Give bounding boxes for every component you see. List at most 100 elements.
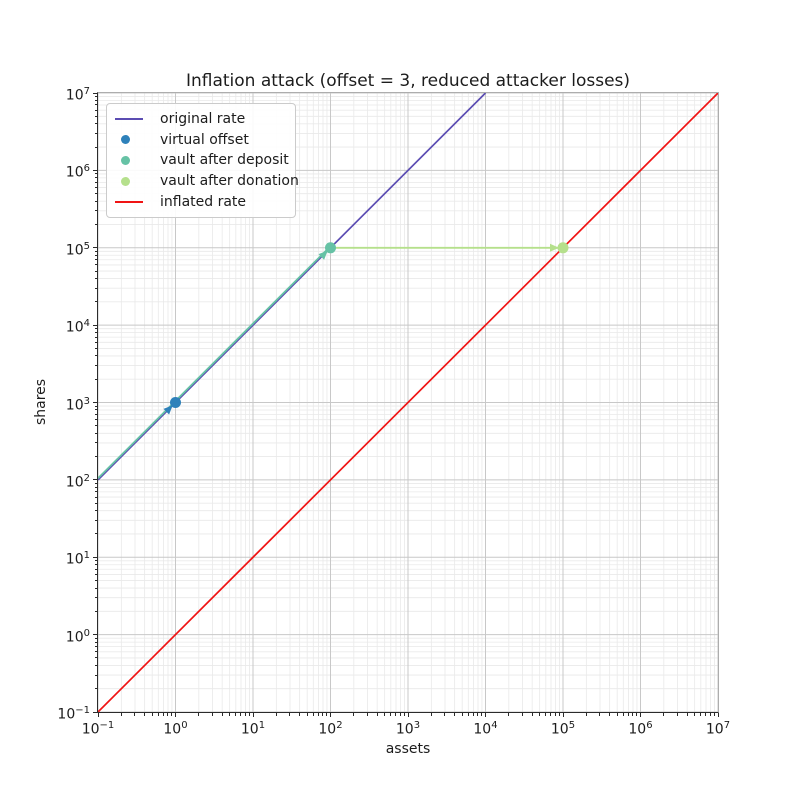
x-minor-tick — [585, 713, 587, 716]
x-minor-tick — [508, 713, 510, 716]
x-minor-tick — [289, 713, 291, 716]
x-major-tick — [252, 713, 254, 717]
y-tick-label: 107 — [65, 86, 90, 104]
y-axis-label: shares — [33, 378, 49, 426]
x-major-tick — [717, 713, 719, 717]
x-minor-tick — [299, 713, 301, 716]
dot-swatch-icon — [121, 176, 130, 186]
x-minor-tick — [632, 713, 634, 716]
x-minor-tick — [275, 713, 277, 716]
x-minor-tick — [539, 713, 541, 716]
x-minor-tick — [376, 713, 378, 716]
x-minor-tick — [616, 713, 618, 716]
line-swatch-icon — [115, 118, 143, 121]
dot-swatch-icon — [121, 155, 130, 165]
x-minor-tick — [326, 713, 328, 716]
x-major-tick — [485, 713, 486, 717]
x-minor-tick — [157, 713, 159, 716]
x-minor-tick — [444, 713, 446, 716]
legend-dot-swatch — [114, 135, 152, 145]
x-major-tick — [97, 713, 99, 717]
chart-title: Inflation attack (offset = 3, reduced at… — [185, 71, 631, 91]
x-minor-tick — [366, 713, 368, 716]
x-minor-tick — [550, 713, 552, 716]
x-minor-tick — [599, 713, 601, 716]
x-minor-tick — [694, 713, 696, 716]
x-minor-tick — [622, 713, 624, 716]
legend-line-swatch — [114, 200, 152, 203]
legend-item-label: original rate — [160, 111, 246, 128]
x-minor-tick — [235, 713, 237, 716]
y-tick-label: 104 — [65, 318, 90, 336]
legend: original rate virtual offset vault after d… — [106, 103, 299, 218]
marker-vault-after-donation — [557, 242, 569, 254]
x-minor-tick — [312, 713, 314, 716]
x-minor-tick — [686, 713, 688, 716]
x-minor-tick — [472, 713, 474, 716]
x-minor-tick — [390, 713, 392, 716]
x-minor-tick — [353, 713, 355, 716]
x-minor-tick — [545, 713, 547, 716]
x-minor-tick — [403, 713, 405, 716]
x-minor-tick — [467, 713, 469, 716]
x-tick-label: 10−1 — [81, 720, 115, 738]
arrowhead-virtual-offset — [163, 405, 173, 415]
x-tick-label: 101 — [240, 720, 266, 738]
x-minor-tick — [609, 713, 611, 716]
x-minor-tick — [705, 713, 707, 716]
x-minor-tick — [454, 713, 456, 716]
arrowhead-vault-after-deposit — [318, 250, 328, 260]
x-minor-tick — [244, 713, 246, 716]
x-minor-tick — [384, 713, 386, 716]
x-major-tick — [330, 713, 331, 717]
legend-item-label: vault after donation — [160, 173, 299, 190]
legend-dot-swatch — [114, 155, 152, 165]
series-line-inflated-rate — [98, 93, 718, 712]
legend-item-vault-after-donation: vault after donation — [114, 171, 299, 192]
x-minor-tick — [627, 713, 629, 716]
y-tick-label: 105 — [65, 240, 90, 259]
y-tick-label: 10−1 — [57, 705, 90, 723]
y-tick-label: 106 — [65, 163, 90, 182]
x-minor-tick — [167, 713, 169, 716]
x-minor-tick — [461, 713, 463, 716]
legend-dot-swatch — [114, 176, 152, 186]
legend-item-label: virtual offset — [160, 131, 249, 148]
x-tick-label: 106 — [628, 720, 653, 738]
x-minor-tick — [700, 713, 702, 716]
x-minor-tick — [481, 713, 483, 716]
x-minor-tick — [317, 713, 319, 716]
x-minor-tick — [713, 713, 715, 716]
x-minor-tick — [120, 713, 122, 716]
x-major-tick — [407, 713, 409, 717]
x-minor-tick — [399, 713, 401, 716]
x-minor-tick — [636, 713, 638, 716]
x-minor-tick — [240, 713, 242, 716]
x-minor-tick — [521, 713, 523, 716]
x-major-tick — [640, 713, 641, 717]
x-minor-tick — [144, 713, 146, 716]
x-major-tick — [175, 713, 176, 717]
x-tick-label: 103 — [395, 720, 421, 738]
x-minor-tick — [211, 713, 213, 716]
series-line-original-rate — [98, 93, 487, 481]
marker-virtual-offset — [170, 397, 181, 408]
legend-item-vault-after-deposit: vault after deposit — [114, 150, 289, 171]
legend-item-virtual-offset: virtual offset — [114, 130, 287, 151]
x-tick-label: 107 — [705, 720, 731, 738]
x-minor-tick — [430, 713, 432, 716]
legend-item-label: vault after deposit — [160, 152, 289, 169]
x-minor-tick — [531, 713, 533, 716]
x-tick-label: 104 — [473, 720, 498, 738]
marker-vault-after-deposit — [325, 242, 336, 254]
dot-swatch-icon — [121, 135, 130, 145]
x-minor-tick — [134, 713, 136, 716]
x-minor-tick — [151, 713, 153, 716]
x-minor-tick — [676, 713, 678, 716]
legend-item-label: inflated rate — [160, 193, 247, 210]
x-minor-tick — [221, 713, 223, 716]
x-minor-tick — [162, 713, 164, 716]
legend-item-original-rate: original rate — [114, 109, 287, 130]
x-minor-tick — [663, 713, 665, 716]
